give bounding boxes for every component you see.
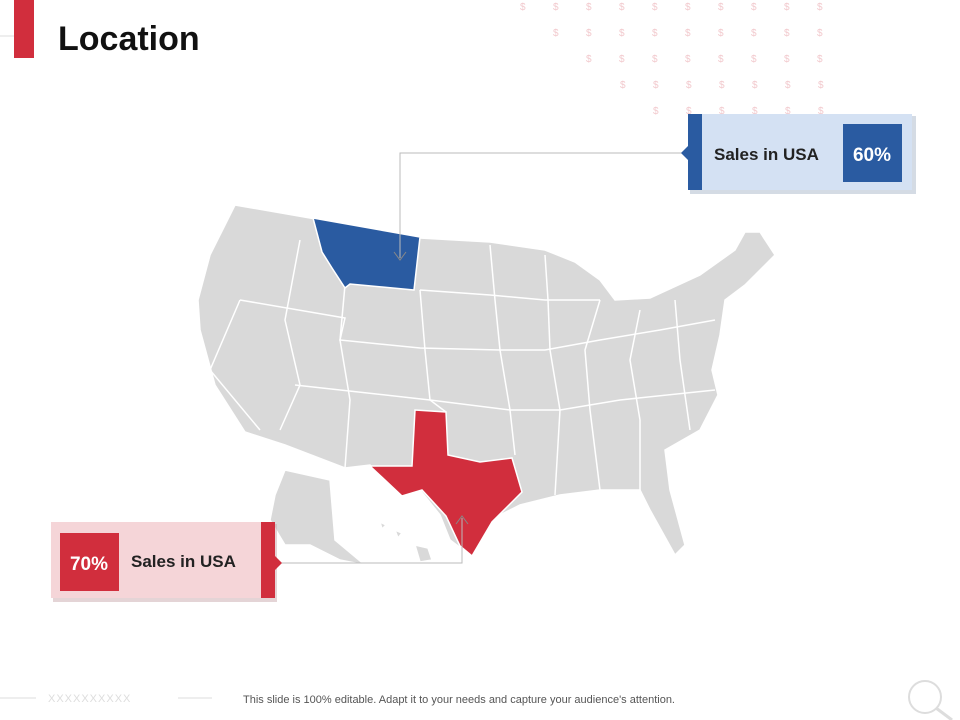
dollar-sign: $: [785, 80, 791, 91]
dollar-sign: $: [685, 2, 691, 13]
dollar-sign: $: [817, 54, 823, 65]
dollar-sign: $: [817, 28, 823, 39]
search-icon: [908, 680, 942, 714]
callout-label: Sales in USA: [714, 145, 819, 164]
callout-accent: [688, 114, 702, 190]
title-accent: [14, 0, 34, 58]
dollar-sign: $: [553, 28, 559, 39]
callout-pointer: [681, 146, 688, 160]
dollar-sign: $: [520, 2, 526, 13]
dollar-sign: $: [751, 28, 757, 39]
dollar-sign: $: [751, 2, 757, 13]
dollar-sign: $: [586, 2, 592, 13]
callout-value: 60%: [853, 145, 891, 166]
connector: [399, 152, 682, 258]
dollar-sign: $: [619, 54, 625, 65]
dollar-sign: $: [652, 54, 658, 65]
dollar-sign: $: [784, 54, 790, 65]
dollar-sign: $: [718, 54, 724, 65]
dollar-sign: $: [785, 106, 791, 117]
alaska: [269, 469, 366, 566]
callout-value-box: [843, 124, 902, 182]
footer-mark: XXXXXXXXXX: [48, 693, 131, 705]
texas: [368, 409, 523, 558]
state-borders: [209, 239, 716, 496]
dollar-sign: $: [719, 80, 725, 91]
callout-label: Sales in USA: [131, 552, 236, 571]
dollar-sign: $: [817, 2, 823, 13]
arrow: [455, 515, 469, 525]
dollar-sign: $: [718, 28, 724, 39]
callout-value-box: [60, 533, 119, 591]
dollar-sign: $: [685, 54, 691, 65]
dollar-sign: $: [553, 2, 559, 13]
dollar-sign: $: [686, 106, 692, 117]
dollar-sign: $: [718, 2, 724, 13]
dollar-sign: $: [752, 106, 758, 117]
dollar-sign: $: [586, 54, 592, 65]
dollar-sign: $: [719, 106, 725, 117]
footer-text: This slide is 100% editable. Adapt it to…: [243, 694, 675, 706]
dollar-sign: $: [752, 80, 758, 91]
dollar-sign: $: [586, 28, 592, 39]
dollar-sign: $: [818, 80, 824, 91]
dollar-sign: $: [818, 106, 824, 117]
dollar-sign: $: [784, 28, 790, 39]
usa-map: [197, 204, 776, 566]
callout-accent: [261, 522, 275, 598]
dollar-sign: $: [685, 28, 691, 39]
dollar-sign: $: [653, 106, 659, 117]
hawaii: [378, 520, 433, 563]
dollar-sign: $: [652, 28, 658, 39]
callout-pointer: [275, 556, 282, 570]
arrow: [393, 251, 407, 261]
title: Location: [58, 20, 200, 58]
dollar-sign: $: [620, 80, 626, 91]
dollar-sign: $: [652, 2, 658, 13]
mainland: [197, 204, 776, 557]
dollar-sign: $: [784, 2, 790, 13]
background-pattern: $ $ $ $ $ $ $ $ $ $ $ $ $ $ $ $ $ $ $ $ $ $ $ $ $ $ $ $ $ $ $ $ $ $ $ $ $ $ $ $: [520, 2, 824, 117]
dollar-sign: $: [751, 54, 757, 65]
search-icon-handle: [935, 706, 953, 720]
montana: [311, 217, 421, 291]
dollar-sign: $: [619, 2, 625, 13]
callout-value: 70%: [70, 554, 108, 575]
dollar-sign: $: [686, 80, 692, 91]
dollar-sign: $: [619, 28, 625, 39]
dollar-sign: $: [653, 80, 659, 91]
connector: [277, 518, 463, 564]
